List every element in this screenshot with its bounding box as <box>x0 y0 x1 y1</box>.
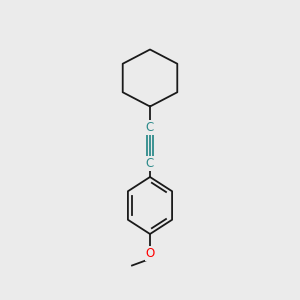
Text: O: O <box>146 247 154 260</box>
Text: C: C <box>146 121 154 134</box>
Text: C: C <box>146 157 154 170</box>
